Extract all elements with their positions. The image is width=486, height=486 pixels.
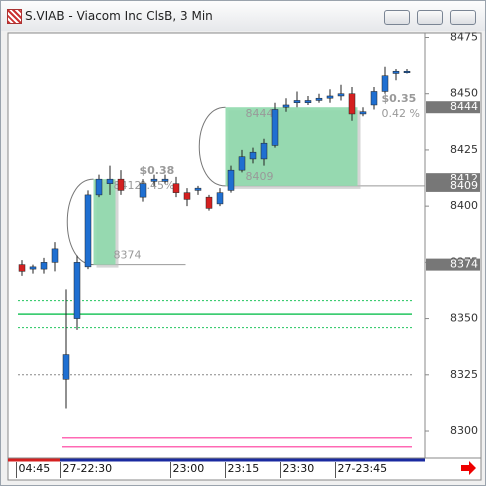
- x-tick-label: 27-22:30: [63, 462, 113, 475]
- candle-body: [216, 192, 224, 205]
- x-tick-label: 04:45: [19, 462, 51, 475]
- candle-body: [271, 109, 279, 146]
- x-tick-label: 27-23:45: [338, 462, 388, 475]
- price-marker-label: 8374: [450, 258, 478, 271]
- zone-bottom-label: 8409: [246, 170, 274, 183]
- y-tick-label: 8300: [450, 424, 478, 437]
- candle-body: [29, 266, 37, 270]
- candle-body: [18, 264, 26, 272]
- candle-body: [304, 100, 312, 103]
- scroll-arrow[interactable]: [461, 461, 476, 475]
- price-marker: [426, 258, 480, 271]
- plot-area: [7, 32, 426, 459]
- y-tick-label: 8450: [450, 87, 478, 100]
- candle-body: [194, 187, 202, 191]
- app-icon: [7, 9, 22, 24]
- price-marker-label: 8444: [450, 100, 478, 113]
- candle-body: [293, 100, 301, 103]
- zone-bottom-label: 8374: [114, 249, 142, 262]
- candle-body: [106, 178, 114, 184]
- candle-body: [172, 183, 180, 193]
- candle-body: [249, 151, 257, 160]
- y-tick-label: 8325: [450, 368, 478, 381]
- x-tick-label: 23:30: [283, 462, 315, 475]
- candle-body: [161, 178, 169, 182]
- zone-connector: [66, 178, 94, 266]
- zone: [93, 179, 116, 265]
- y-tick-label: 8350: [450, 312, 478, 325]
- minimize-button[interactable]: [384, 10, 410, 25]
- y-tick-label: 8400: [450, 199, 478, 212]
- zone-top-label: 8444: [246, 107, 274, 120]
- candle-body: [238, 156, 246, 171]
- candle-body: [40, 262, 48, 270]
- window-title: S.VIAB - Viacom Inc ClsB, 3 Min: [25, 9, 213, 23]
- price-marker-label: 8409: [450, 179, 478, 192]
- maximize-button[interactable]: [417, 10, 443, 25]
- candle-body: [117, 178, 125, 191]
- candle-body: [260, 142, 268, 160]
- y-tick-label: 8475: [450, 30, 478, 43]
- zone-change: $0.38: [140, 164, 175, 177]
- candle-body: [348, 93, 356, 115]
- x-tick-label: 23:00: [173, 462, 205, 475]
- zone: [225, 107, 358, 186]
- zone-percent: 0.45%: [140, 179, 175, 192]
- candle-body: [84, 194, 92, 268]
- candle-body: [51, 248, 59, 263]
- zone-percent: 0.42 %: [382, 107, 420, 120]
- candle-body: [337, 93, 345, 97]
- candle-body: [139, 183, 147, 198]
- candle-body: [150, 178, 158, 182]
- title-bar: S.VIAB - Viacom Inc ClsB, 3 Min: [1, 1, 485, 31]
- x-tick-label: 23:15: [228, 462, 260, 475]
- candle-body: [183, 192, 191, 200]
- candle-body: [381, 75, 389, 92]
- price-marker: [426, 179, 480, 192]
- candle-body: [95, 178, 103, 196]
- candle-body: [403, 70, 411, 73]
- candle-body: [326, 95, 334, 99]
- candle-body: [359, 111, 367, 115]
- candle-body: [315, 97, 323, 101]
- zone-change: $0.35: [382, 92, 417, 105]
- candle-body: [370, 91, 378, 106]
- candle-body: [62, 354, 70, 380]
- time-axis: [7, 457, 482, 481]
- close-button[interactable]: [450, 10, 476, 25]
- zone-connector: [198, 106, 226, 187]
- y-tick-label: 8425: [450, 143, 478, 156]
- candle-body: [392, 70, 400, 74]
- price-marker: [426, 101, 480, 114]
- candle-body: [73, 262, 81, 319]
- zone-top-label: 8412: [114, 179, 142, 192]
- candle-body: [282, 104, 290, 108]
- candle-body: [205, 196, 213, 209]
- candle-body: [227, 169, 235, 191]
